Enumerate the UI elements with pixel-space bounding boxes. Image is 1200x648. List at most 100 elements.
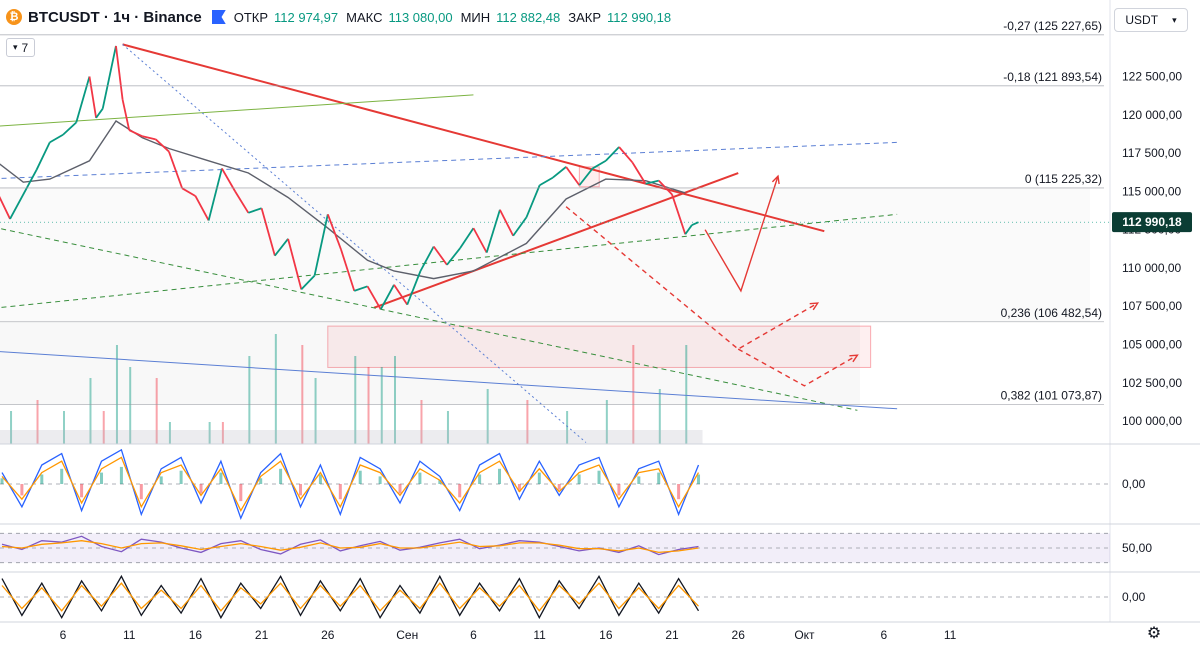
volume-bar: [446, 411, 449, 444]
open-label: ОТКР: [233, 9, 269, 25]
fib-label-0: -0,27 (125 227,65): [1003, 19, 1102, 33]
price-segment: [75, 76, 91, 123]
x-tick-label: 6: [60, 628, 67, 642]
histogram-bar: [378, 476, 382, 484]
price-tick-label: 120 000,00: [1122, 108, 1182, 122]
volume-bar: [605, 400, 608, 444]
histogram-bar: [637, 476, 641, 484]
histogram-bar: [179, 470, 183, 484]
low-value: 112 882,48: [496, 9, 561, 25]
pane-tick-label: 0,00: [1122, 477, 1146, 491]
price-segment: [671, 194, 687, 235]
trend-line-0: [122, 43, 825, 233]
x-tick-label: 26: [321, 628, 335, 642]
moving-average-line: [0, 120, 686, 280]
price-tick-label: 115 000,00: [1122, 184, 1181, 198]
volume-base: [0, 430, 703, 444]
histogram-bar: [20, 484, 24, 496]
histogram-bar: [458, 484, 462, 498]
chevron-down-icon: ▾: [13, 42, 18, 52]
x-tick-label: 21: [665, 628, 679, 642]
price-segment: [499, 209, 514, 237]
volume-bar: [36, 400, 39, 444]
price-segment: [631, 161, 647, 185]
price-segment: [419, 246, 435, 272]
gear-icon[interactable]: ⚙: [1146, 625, 1162, 642]
volume-bar: [658, 389, 661, 444]
current-price-tag: [1112, 212, 1192, 233]
price-segment: [691, 221, 699, 226]
bitcoin-icon: ₿: [6, 9, 22, 25]
close-value: 112 990,18: [607, 9, 672, 25]
price-segment: [155, 138, 170, 153]
series-line-rsi: [1, 535, 699, 556]
price-segment: [512, 216, 528, 237]
currency-selector[interactable]: USDT ▾: [1114, 8, 1188, 32]
histogram-bar: [119, 466, 123, 484]
high-value: 113 080,00: [388, 9, 453, 25]
price-segment: [472, 227, 488, 254]
projection-path-1: [565, 206, 819, 350]
histogram-bar: [40, 474, 44, 484]
histogram-bar: [80, 484, 84, 498]
price-segment: [432, 245, 448, 266]
volume-bar: [354, 356, 357, 444]
volume-bar: [420, 400, 423, 444]
symbol-title[interactable]: BTCUSDT · 1ч · Binance: [28, 8, 202, 26]
indicator-count: 7: [21, 40, 29, 55]
volume-bar: [129, 367, 132, 444]
x-tick-label: 11: [533, 628, 546, 642]
volume-bar: [632, 345, 635, 444]
price-segment: [645, 179, 660, 185]
histogram-bar: [139, 484, 143, 500]
flag-icon[interactable]: [211, 10, 226, 24]
price-segment: [0, 195, 11, 220]
x-tick-label: 6: [470, 628, 477, 642]
price-segment: [35, 141, 51, 171]
close-label: ЗАКР: [568, 9, 602, 25]
price-segment: [115, 45, 124, 100]
histogram-bar: [199, 484, 203, 494]
price-tick-label: 102 500,00: [1122, 376, 1182, 390]
volume-bar: [566, 411, 569, 444]
x-tick-label: 6: [881, 628, 888, 642]
price-segment: [446, 247, 461, 266]
histogram-bar: [239, 484, 243, 502]
trend-line-4: [0, 213, 898, 309]
x-tick-label: 16: [599, 628, 613, 642]
x-tick-label: Окт: [794, 628, 815, 642]
trend-line-6: [0, 351, 898, 410]
price-tick-label: 105 000,00: [1122, 337, 1182, 351]
x-tick-label: 16: [189, 628, 203, 642]
price-segment: [618, 146, 634, 163]
projection-arrowhead-0: [771, 174, 780, 185]
volume-bar: [168, 422, 171, 444]
price-segment: [274, 238, 289, 257]
volume-bar: [102, 411, 105, 444]
low-label: МИН: [460, 9, 491, 25]
histogram-bar: [398, 484, 402, 494]
histogram-bar: [557, 484, 561, 490]
volume-bar: [314, 378, 317, 444]
pane-tick-label: 0,00: [1122, 590, 1146, 604]
volume-bar: [274, 334, 277, 444]
price-segment: [539, 176, 554, 187]
price-tick-label: 122 500,00: [1122, 70, 1182, 84]
volume-bar: [89, 378, 92, 444]
histogram-bar: [358, 470, 362, 484]
trend-line-1: [373, 172, 739, 309]
series-line-stoch: [1, 574, 700, 620]
price-tick-label: 117 500,00: [1122, 146, 1181, 160]
indicators-toggle[interactable]: ▾ 7: [6, 38, 36, 57]
volume-bar: [526, 400, 529, 444]
price-segment: [234, 190, 250, 214]
zone-0: [327, 325, 872, 368]
price-segment: [326, 214, 342, 250]
volume-bar: [394, 356, 396, 444]
price-segment: [287, 238, 303, 290]
price-segment: [101, 45, 117, 109]
histogram-bar: [159, 476, 163, 484]
price-segment: [128, 129, 143, 138]
histogram-bar: [697, 474, 701, 484]
